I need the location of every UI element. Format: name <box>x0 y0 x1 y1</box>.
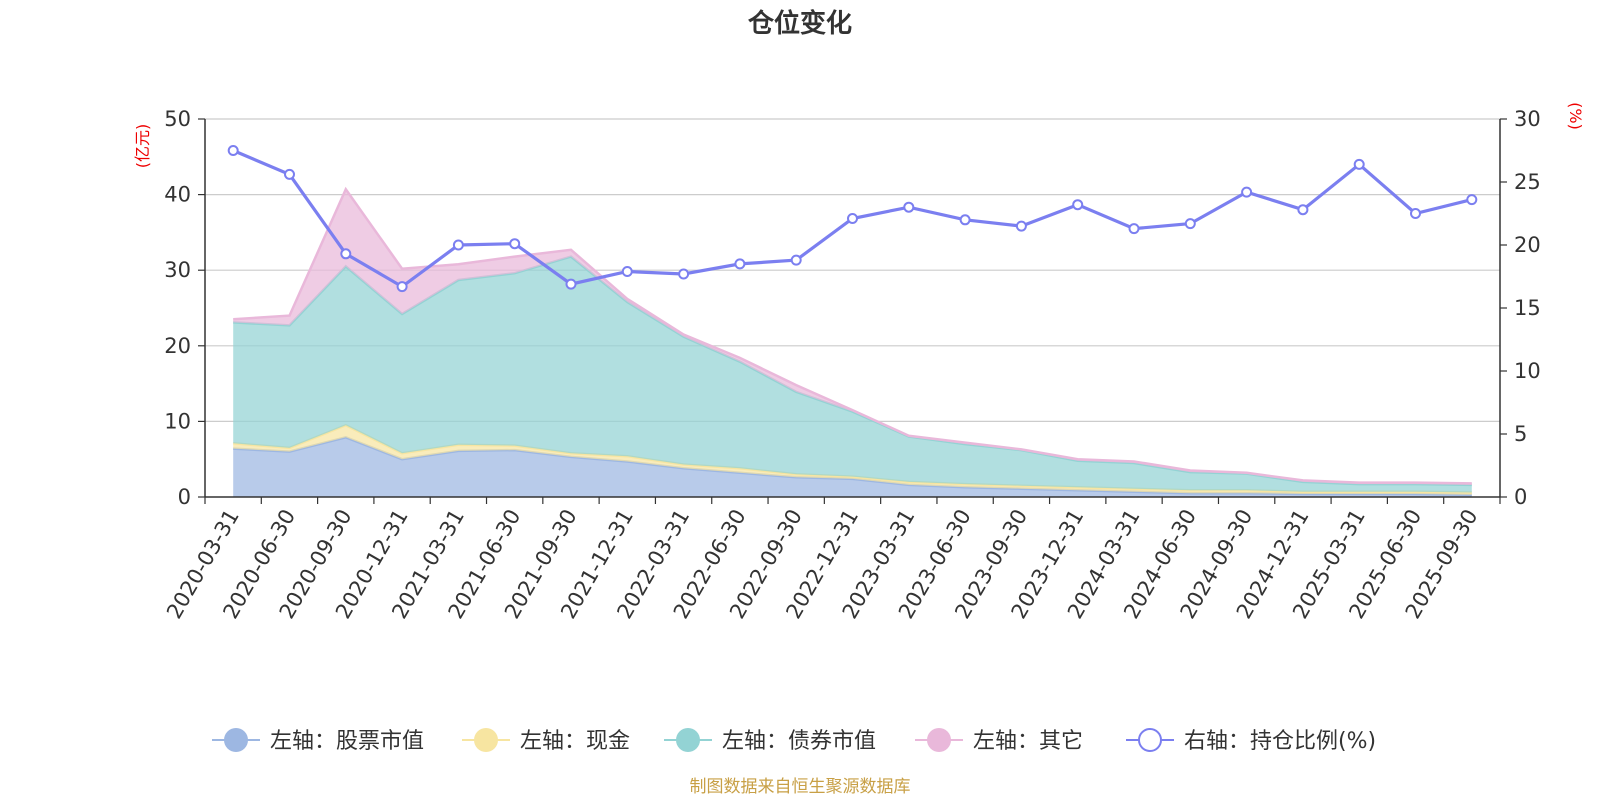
legend-label-0: 左轴：股票市值 <box>270 729 424 754</box>
left-axis-tick-label: 30 <box>164 258 191 282</box>
ratio-point <box>227 145 239 156</box>
right-axis-tick-label: 30 <box>1514 107 1541 131</box>
ratio-point <box>847 213 858 224</box>
ratio-point <box>1297 204 1309 216</box>
right-axis-tick-label: 25 <box>1514 170 1541 194</box>
legend-label-3: 左轴：其它 <box>973 729 1083 754</box>
ratio-point <box>1466 194 1478 206</box>
legend-label-4: 右轴：持仓比例(%) <box>1184 729 1376 754</box>
legend-label-2: 左轴：债券市值 <box>722 729 876 754</box>
ratio-point <box>284 168 295 180</box>
left-axis-tick-label: 0 <box>178 485 191 509</box>
right-axis-tick-label: 5 <box>1514 422 1527 446</box>
data-source-note: 制图数据来自恒生聚源数据库 <box>690 777 911 797</box>
area-series-2 <box>233 256 1472 493</box>
ratio-point <box>1072 199 1084 211</box>
legend-marker-3 <box>927 728 951 752</box>
left-axis-unit: (亿元) <box>133 124 152 169</box>
left-axis-tick-label: 10 <box>164 409 191 433</box>
ratio-point <box>1241 186 1253 198</box>
legend-marker-2 <box>676 728 700 752</box>
right-axis-tick-label: 20 <box>1514 233 1541 257</box>
stacked-areas <box>233 186 1472 497</box>
legend: 左轴：股票市值 左轴：现金 左轴：债券市值 左轴：其它 右轴：持仓比例(%) <box>212 728 1376 754</box>
ratio-line-series <box>227 145 1478 293</box>
ratio-point <box>1410 208 1421 219</box>
ratio-point <box>565 278 577 290</box>
right-axis-tick-label: 15 <box>1514 296 1541 320</box>
ratio-point <box>790 254 802 266</box>
ratio-point <box>734 258 746 270</box>
ratio-point <box>396 281 408 293</box>
left-axis-tick-label: 20 <box>164 334 191 358</box>
right-axis-unit: (%) <box>1566 102 1585 130</box>
legend-marker-4 <box>1138 728 1162 752</box>
ratio-point <box>1353 158 1365 170</box>
ratio-point <box>452 239 464 251</box>
ratio-point <box>1015 220 1027 232</box>
left-axis-tick-label: 40 <box>164 183 191 207</box>
ratio-point <box>621 266 633 277</box>
right-axis-tick-label: 10 <box>1514 359 1541 383</box>
ratio-point <box>678 268 690 280</box>
area-series-0 <box>233 437 1472 497</box>
left-axis-tick-label: 50 <box>164 107 191 131</box>
area-edge-series-3 <box>233 186 1472 485</box>
legend-marker-0 <box>224 728 248 752</box>
right-axis-tick-label: 0 <box>1514 485 1527 509</box>
legend-label-1: 左轴：现金 <box>520 729 630 754</box>
chart-title: 仓位变化 <box>747 8 852 39</box>
ratio-point <box>1128 223 1140 235</box>
legend-marker-1 <box>474 728 498 752</box>
ratio-point <box>340 248 352 260</box>
ratio-point <box>903 201 915 213</box>
ratio-point <box>1184 218 1196 230</box>
ratio-point <box>959 214 971 226</box>
ratio-point <box>509 238 521 250</box>
